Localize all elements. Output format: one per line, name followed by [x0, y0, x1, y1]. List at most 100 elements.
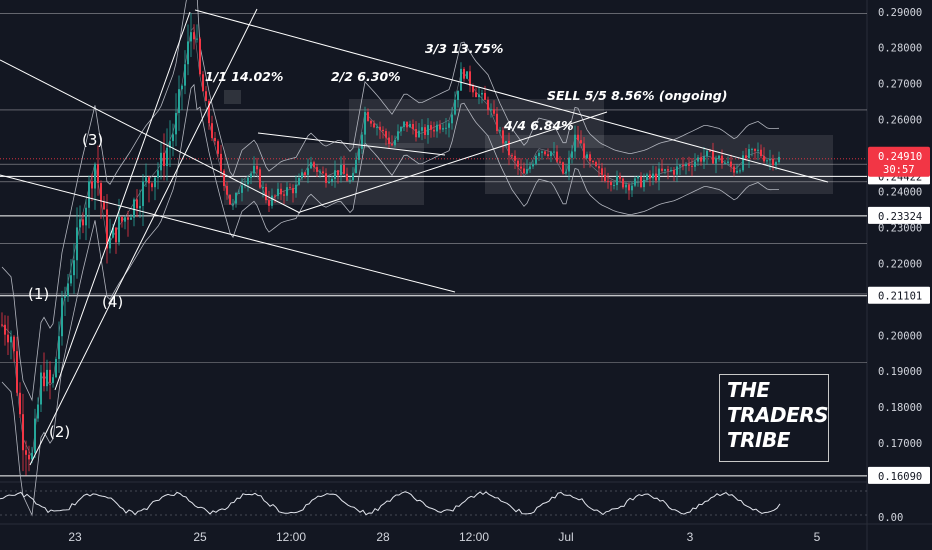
- candle-body: [202, 74, 204, 92]
- candle-body: [571, 151, 573, 158]
- candle-body: [40, 372, 42, 405]
- candle-body: [229, 194, 231, 205]
- oscillator-pane: [0, 490, 867, 516]
- candle-body: [379, 126, 381, 130]
- candle-body: [748, 149, 750, 159]
- trendlines[interactable]: [0, 8, 829, 466]
- candle-body: [610, 181, 612, 186]
- candle-body: [121, 217, 123, 222]
- candle-body: [739, 170, 741, 172]
- candle-body: [433, 129, 435, 132]
- oscillator-tick-label: 0.00: [878, 512, 903, 524]
- candle-body: [265, 187, 267, 201]
- candle-body: [766, 160, 768, 162]
- candle-body: [322, 171, 324, 174]
- candle-body: [673, 170, 675, 175]
- candle-body: [250, 173, 252, 178]
- candle-body: [463, 68, 465, 79]
- candle-body: [154, 177, 156, 188]
- candle-body: [172, 134, 174, 142]
- candle-body: [295, 184, 297, 194]
- candle-body: [280, 188, 282, 195]
- candle-body: [277, 188, 279, 196]
- time-tick-label: 25: [193, 530, 207, 544]
- candle-body: [238, 192, 240, 194]
- candle-body: [754, 148, 756, 151]
- candle-body: [70, 275, 72, 284]
- candle-body: [199, 38, 201, 75]
- candle-body: [382, 129, 384, 132]
- candle-body: [385, 131, 387, 138]
- price-tick-label: 0.27000: [878, 79, 922, 91]
- price-tick-label: 0.29000: [878, 7, 922, 19]
- candle-body: [262, 187, 264, 189]
- candle-body: [574, 134, 576, 152]
- candle-body: [22, 414, 24, 451]
- candle-body: [649, 174, 651, 179]
- candle-body: [259, 169, 261, 188]
- watermark-line: TRADERS: [727, 403, 829, 427]
- range-box[interactable]: [224, 90, 241, 104]
- candle-body: [193, 32, 195, 40]
- candle-body: [499, 130, 501, 132]
- candle-body: [34, 418, 36, 453]
- candle-body: [586, 154, 588, 159]
- time-tick-label: 28: [376, 530, 390, 544]
- candle-body: [688, 163, 690, 166]
- candle-body: [37, 404, 39, 419]
- candle-body: [478, 94, 480, 98]
- candle-body: [136, 199, 138, 209]
- candle-body: [397, 131, 399, 140]
- candle-body: [184, 64, 186, 86]
- price-tick-label: 0.18000: [878, 402, 922, 414]
- candle-body: [601, 168, 603, 175]
- candle-body: [553, 151, 555, 153]
- candle-body: [46, 369, 48, 387]
- candle-body: [418, 130, 420, 138]
- candle-body: [481, 92, 483, 95]
- candle-body: [328, 181, 330, 183]
- candle-body: [577, 134, 579, 141]
- candle-body: [106, 209, 108, 249]
- candle-body: [613, 185, 615, 187]
- current-price-value: 0.24910: [878, 151, 922, 163]
- candle-body: [763, 156, 765, 162]
- time-tick-label: Jul: [558, 530, 573, 544]
- candle-body: [253, 165, 255, 174]
- candle-body: [556, 151, 558, 162]
- candle-body: [604, 174, 606, 182]
- candle-body: [190, 32, 192, 42]
- price-axis[interactable]: 0.290000.280000.270000.260000.250000.240…: [868, 7, 930, 524]
- candle-body: [109, 237, 111, 249]
- candle-body: [550, 151, 552, 157]
- candle-body: [652, 173, 654, 179]
- candle-body: [217, 141, 219, 154]
- candle-body: [88, 181, 90, 208]
- candle-body: [400, 126, 402, 132]
- candle-body: [1, 324, 3, 326]
- horizontal-levels: [0, 13, 867, 477]
- candle-body: [631, 185, 633, 191]
- candle-body: [700, 157, 702, 162]
- candle-body: [403, 121, 405, 127]
- candle-body: [529, 166, 531, 170]
- candle-body: [388, 137, 390, 145]
- candle-body: [358, 148, 360, 160]
- level-price-tag-text: 0.21101: [878, 291, 922, 303]
- candle-body: [256, 165, 258, 170]
- candle-body: [745, 155, 747, 159]
- candle-body: [355, 159, 357, 174]
- time-axis[interactable]: 23 25 12:00 28 12:00 Jul 3 5: [68, 530, 820, 544]
- candle-body: [436, 124, 438, 132]
- candle-body: [43, 372, 45, 387]
- candle-body: [274, 195, 276, 197]
- candle-body: [727, 161, 729, 163]
- price-tick-label: 0.26000: [878, 115, 922, 127]
- candle-body: [685, 163, 687, 167]
- candle-body: [775, 162, 777, 166]
- candle-body: [157, 170, 159, 178]
- level-price-tag: [868, 206, 930, 224]
- candle-body: [598, 166, 600, 169]
- candle-body: [778, 156, 780, 163]
